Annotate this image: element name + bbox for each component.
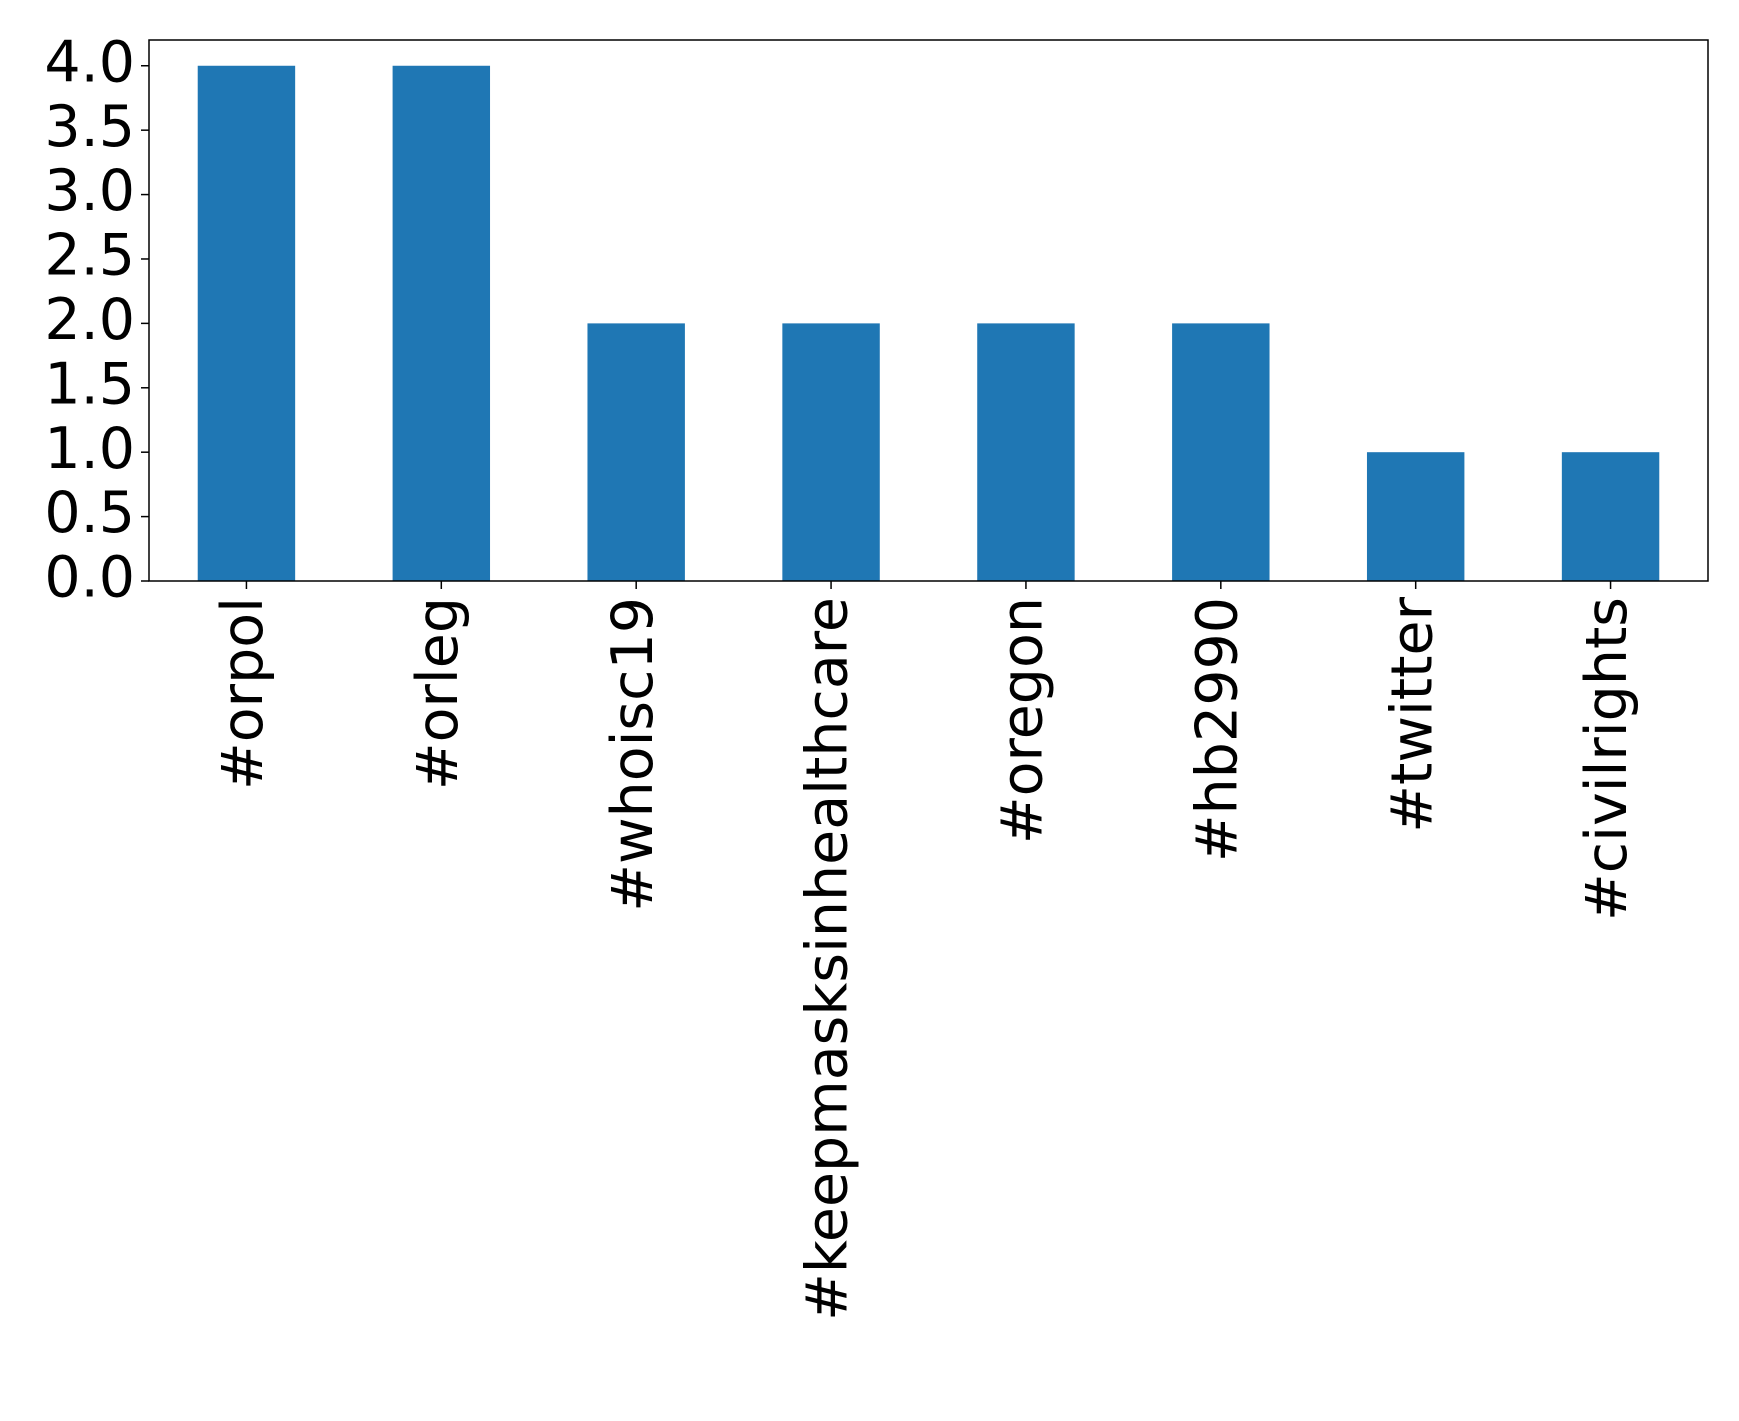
x-tick-label: #orpol <box>210 597 276 790</box>
bar <box>392 65 491 581</box>
x-tick-label: #whoisc19 <box>600 597 666 912</box>
y-tick-label: 3.5 <box>44 94 135 160</box>
x-tick-label: #twitter <box>1379 596 1445 832</box>
y-tick-label: 2.5 <box>44 223 135 289</box>
y-tick-label: 0.5 <box>44 480 135 546</box>
bar <box>587 323 685 581</box>
bar <box>1366 452 1465 581</box>
x-tick-label: #civilrights <box>1574 597 1640 921</box>
plot-frame <box>148 39 1709 582</box>
x-tick-label: #keepmasksinhealthcare <box>795 597 861 1321</box>
y-tick-label: 1.0 <box>44 416 135 482</box>
x-tick-label: #oregon <box>990 597 1056 844</box>
y-tick-label: 0.0 <box>44 545 135 611</box>
y-tick-label: 3.0 <box>44 158 135 224</box>
bar <box>977 323 1075 581</box>
y-tick-label: 2.0 <box>44 287 135 353</box>
bar <box>197 65 296 581</box>
bar <box>782 323 880 581</box>
y-tick-label: 1.5 <box>44 351 135 417</box>
y-tick-label: 4.0 <box>44 29 135 95</box>
bar <box>1172 323 1270 581</box>
bar <box>1561 452 1660 581</box>
x-tick-label: #hb2990 <box>1184 597 1250 862</box>
x-tick-label: #orleg <box>405 597 471 790</box>
